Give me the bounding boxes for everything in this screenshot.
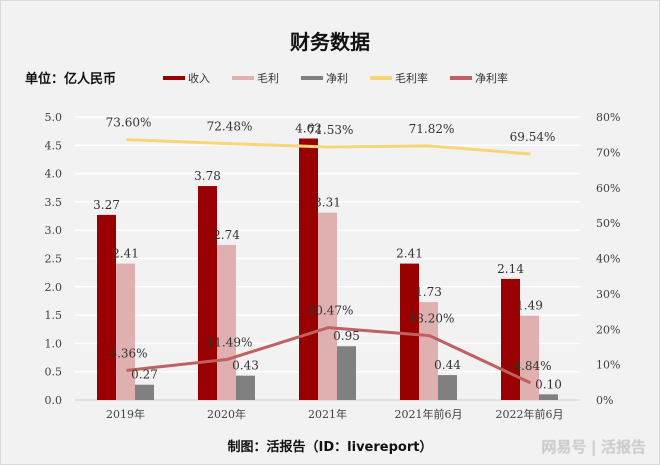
net-profit-bar-label: 0.95 bbox=[333, 329, 360, 343]
x-axis-tick-label: 2019年 bbox=[106, 407, 145, 421]
left-axis-tick-label: 1.5 bbox=[45, 309, 63, 322]
x-axis-tick-label: 2022年前6月 bbox=[496, 407, 564, 421]
revenue-bar bbox=[97, 214, 116, 400]
net-margin-line-label: 11.49% bbox=[207, 335, 253, 349]
legend-label-gross-margin: 毛利率 bbox=[395, 72, 428, 85]
right-axis-tick-label: 30% bbox=[596, 288, 620, 301]
left-axis-tick-label: 5.0 bbox=[45, 111, 63, 124]
right-axis-tick-label: 40% bbox=[596, 253, 620, 266]
legend-swatch-revenue bbox=[163, 76, 185, 80]
revenue-bar bbox=[198, 186, 217, 400]
right-axis-ticks: 0% 10% 20% 30% 40% 50% 60% 70% 80% bbox=[596, 111, 620, 407]
gross-profit-bar-label: 3.31 bbox=[314, 196, 341, 210]
legend-item-net-margin: 净利率 bbox=[450, 70, 508, 86]
x-axis-ticks: 2019年 2020年 2021年 2021年前6月 2022年前6月 bbox=[106, 407, 564, 421]
net-margin-line bbox=[126, 326, 532, 385]
net-profit-bar-label: 0.44 bbox=[434, 358, 461, 372]
net-profit-bar bbox=[539, 394, 558, 400]
net-margin-line-label: 18.20% bbox=[409, 312, 455, 326]
net-margin-line-label: 8.36% bbox=[109, 346, 147, 360]
legend: 收入 毛利 净利 毛利率 净利率 bbox=[163, 70, 530, 86]
revenue-bar-label: 3.27 bbox=[93, 198, 120, 212]
gross-margin-line bbox=[126, 138, 531, 156]
legend-label-net-margin: 净利率 bbox=[475, 72, 508, 85]
left-axis-tick-label: 3.5 bbox=[45, 196, 63, 209]
gross-margin-line-label: 73.60% bbox=[106, 116, 152, 130]
gross-margin-line-label: 69.54% bbox=[510, 130, 556, 144]
legend-item-revenue: 收入 bbox=[163, 70, 210, 86]
right-axis-tick-label: 70% bbox=[596, 146, 620, 159]
chart-source-footer: 制图：活报告（ID：livereport） bbox=[227, 440, 433, 455]
net-profit-bar-label: 0.43 bbox=[232, 359, 259, 373]
bars bbox=[97, 138, 558, 400]
legend-item-gross-margin: 毛利率 bbox=[370, 70, 428, 86]
chart-title: 财务数据 bbox=[290, 30, 370, 54]
legend-swatch-gross-margin bbox=[370, 76, 392, 80]
right-axis-tick-label: 80% bbox=[596, 111, 620, 124]
revenue-bar bbox=[501, 278, 520, 400]
data-labels: 3.27 3.78 4.62 2.41 2.14 2.41 2.74 3.31 1.73 1.49… bbox=[93, 116, 562, 392]
left-axis-tick-label: 3.0 bbox=[45, 224, 63, 237]
right-axis-tick-label: 20% bbox=[596, 323, 620, 336]
legend-swatch-gross-profit bbox=[232, 76, 254, 80]
left-axis-tick-label: 2.5 bbox=[45, 253, 63, 266]
gross-profit-bar bbox=[419, 302, 438, 400]
left-axis-ticks: 0.0 0.5 1.0 1.5 2.0 2.5 3.0 3.5 4.0 4.5 5.0 bbox=[45, 111, 63, 407]
net-profit-bar bbox=[236, 375, 255, 400]
revenue-bar-label: 3.78 bbox=[194, 169, 221, 183]
revenue-bar bbox=[400, 263, 419, 400]
legend-swatch-net-margin bbox=[450, 76, 472, 80]
revenue-bar-label: 4.62 bbox=[295, 122, 322, 136]
revenue-bar-label: 2.41 bbox=[396, 247, 423, 261]
watermark: 网易号 | 活报告 bbox=[541, 438, 646, 456]
x-axis-tick-label: 2021年 bbox=[308, 407, 347, 421]
unit-label: 单位：亿人民币 bbox=[25, 72, 117, 87]
gross-profit-bar bbox=[217, 244, 236, 400]
right-axis-tick-label: 60% bbox=[596, 182, 620, 195]
right-axis-tick-label: 50% bbox=[596, 217, 620, 230]
left-axis-tick-label: 0.0 bbox=[45, 394, 63, 407]
left-axis-tick-label: 2.0 bbox=[45, 281, 63, 294]
right-axis-tick-label: 10% bbox=[596, 359, 620, 372]
left-axis-tick-label: 0.5 bbox=[45, 366, 63, 379]
gross-margin-line-label: 71.53% bbox=[308, 123, 354, 137]
gross-profit-bar bbox=[116, 263, 135, 400]
gross-profit-bar-label: 2.74 bbox=[213, 228, 240, 242]
gross-margin-line-label: 71.82% bbox=[409, 122, 455, 136]
net-profit-bar bbox=[135, 384, 154, 400]
legend-label-gross-profit: 毛利 bbox=[257, 72, 279, 85]
legend-item-gross-profit: 毛利 bbox=[232, 70, 279, 86]
gross-profit-bar bbox=[318, 212, 337, 400]
net-profit-bar-label: 0.10 bbox=[535, 377, 562, 391]
gross-profit-bar-label: 1.73 bbox=[415, 285, 442, 299]
left-axis-tick-label: 4.5 bbox=[45, 139, 63, 152]
left-axis-tick-label: 1.0 bbox=[45, 337, 63, 350]
net-margin-line-label: 4.84% bbox=[513, 359, 551, 373]
legend-label-net-profit: 净利 bbox=[326, 72, 348, 85]
net-profit-bar bbox=[438, 375, 457, 400]
revenue-bar bbox=[299, 138, 318, 400]
gross-margin-line-label: 72.48% bbox=[207, 120, 253, 134]
left-axis-tick-label: 4.0 bbox=[45, 168, 63, 181]
x-axis-tick-label: 2020年 bbox=[207, 407, 246, 421]
net-profit-bar-label: 0.27 bbox=[131, 368, 158, 382]
lines bbox=[126, 138, 532, 385]
legend-item-net-profit: 净利 bbox=[301, 70, 348, 86]
gross-profit-bar-label: 1.49 bbox=[516, 299, 543, 313]
revenue-bar-label: 2.14 bbox=[497, 262, 524, 276]
legend-swatch-net-profit bbox=[301, 76, 323, 80]
gross-profit-bar-label: 2.41 bbox=[112, 247, 139, 261]
legend-label-revenue: 收入 bbox=[188, 72, 210, 85]
x-axis-tick-label: 2021年前6月 bbox=[395, 407, 463, 421]
net-profit-bar bbox=[337, 346, 356, 400]
net-margin-line-label: 20.47% bbox=[308, 304, 354, 318]
right-axis-tick-label: 0% bbox=[596, 394, 613, 407]
